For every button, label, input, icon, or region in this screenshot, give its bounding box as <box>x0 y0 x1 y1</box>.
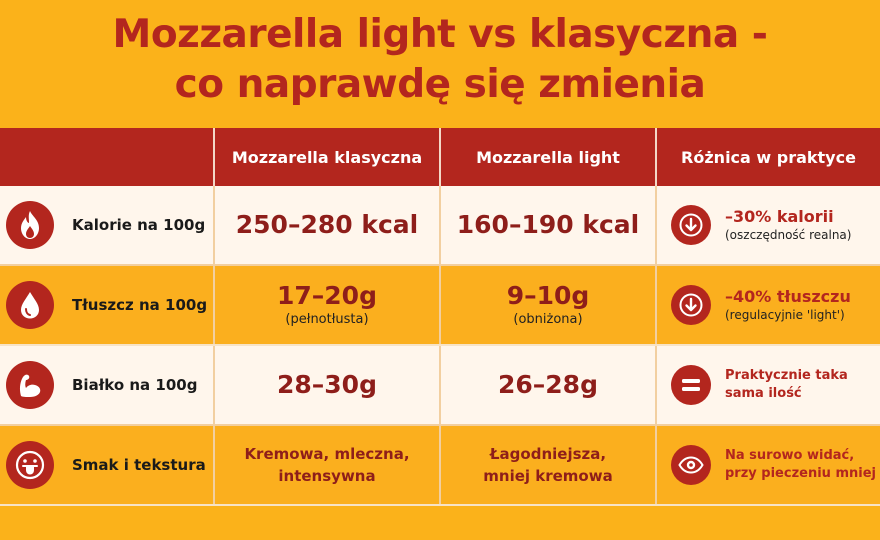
row-header-cell: Smak i tekstura <box>0 425 215 506</box>
header-difference: Różnica w praktyce <box>656 128 880 186</box>
table-row: Białko na 100g 28–30g 26–28g <box>0 345 880 426</box>
difference-note: (regulacyjnie 'light') <box>725 308 845 322</box>
difference-cell: Na surowo widać, przy pieczeniu mniej <box>656 425 880 506</box>
classic-value: 28–30g <box>277 370 377 399</box>
header-classic: Mozzarella klasyczna <box>214 128 441 186</box>
light-text-line-2: mniej kremowa <box>483 467 613 485</box>
classic-text-line-1: Kremowa, mleczna, <box>244 445 410 463</box>
difference-main: –40% tłuszczu <box>725 287 851 306</box>
row-label: Kalorie na 100g <box>72 216 206 234</box>
muscle-icon <box>6 361 54 409</box>
title-line-2: co naprawdę się zmienia <box>174 62 706 107</box>
light-value-cell: 9–10g (obniżona) <box>440 265 657 346</box>
flame-icon <box>6 201 54 249</box>
header-row: Mozzarella klasyczna Mozzarella light Ró… <box>0 128 880 186</box>
comparison-table: Mozzarella klasyczna Mozzarella light Ró… <box>0 128 880 506</box>
row-label: Smak i tekstura <box>72 456 206 474</box>
classic-note: (pełnotłusta) <box>285 312 369 327</box>
table-row: Smak i tekstura Kremowa, mleczna, intens… <box>0 425 880 506</box>
table-row: Kalorie na 100g 250–280 kcal 160–190 kca… <box>0 186 880 266</box>
light-value: 9–10g <box>506 281 590 310</box>
classic-value: 250–280 kcal <box>235 210 419 239</box>
difference-line-1: Praktycznie taka <box>725 368 848 383</box>
classic-value-cell: 28–30g <box>214 345 441 426</box>
light-value: 26–28g <box>498 370 598 399</box>
page-title: Mozzarella light vs klasyczna - co napra… <box>0 10 880 110</box>
arrow-down-icon <box>671 285 711 325</box>
row-header-cell: Kalorie na 100g <box>0 186 215 266</box>
difference-line-2: przy pieczeniu mniej <box>725 466 876 481</box>
tongue-icon <box>6 441 54 489</box>
light-value-cell: 26–28g <box>440 345 657 426</box>
drop-icon <box>6 281 54 329</box>
header-light: Mozzarella light <box>440 128 657 186</box>
row-header-cell: Tłuszcz na 100g <box>0 265 215 346</box>
difference-note: (oszczędność realna) <box>725 228 852 242</box>
classic-value-cell: 17–20g (pełnotłusta) <box>214 265 441 346</box>
arrow-down-icon <box>671 205 711 245</box>
difference-line-2: sama ilość <box>725 386 802 401</box>
classic-text-line-2: intensywna <box>278 467 376 485</box>
table-row: Tłuszcz na 100g 17–20g (pełnotłusta) 9–1… <box>0 265 880 346</box>
row-label: Tłuszcz na 100g <box>72 296 208 314</box>
classic-value-cell: Kremowa, mleczna, intensywna <box>214 425 441 506</box>
light-value: 160–190 kcal <box>456 210 640 239</box>
classic-value: 17–20g <box>277 281 377 310</box>
difference-cell: Praktycznie taka sama ilość <box>656 345 880 426</box>
difference-cell: –40% tłuszczu (regulacyjnie 'light') <box>656 265 880 346</box>
row-label: Białko na 100g <box>72 376 198 394</box>
eye-icon <box>671 445 711 485</box>
row-header-cell: Białko na 100g <box>0 345 215 426</box>
difference-main: –30% kalorii <box>725 207 834 226</box>
title-line-1: Mozzarella light vs klasyczna - <box>112 12 768 57</box>
difference-line-1: Na surowo widać, <box>725 448 855 463</box>
header-empty-cell <box>0 128 215 186</box>
classic-value-cell: 250–280 kcal <box>214 186 441 266</box>
light-text-line-1: Łagodniejsza, <box>489 445 607 463</box>
light-value-cell: 160–190 kcal <box>440 186 657 266</box>
light-value-cell: Łagodniejsza, mniej kremowa <box>440 425 657 506</box>
equals-icon <box>671 365 711 405</box>
light-note: (obniżona) <box>513 312 583 327</box>
difference-cell: –30% kalorii (oszczędność realna) <box>656 186 880 266</box>
